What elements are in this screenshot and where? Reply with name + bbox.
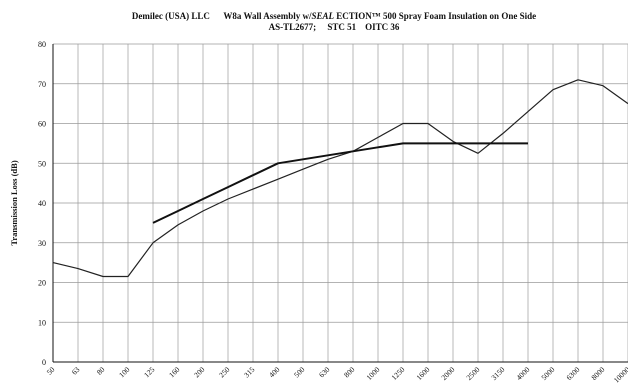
y-tick-label: 10 [38, 318, 46, 327]
x-tick-label: 10000 [612, 365, 628, 385]
x-tick-label: 200 [192, 365, 206, 379]
y-tick-label: 80 [38, 40, 46, 49]
x-tick-label: 160 [167, 365, 181, 379]
x-tick-label: 4000 [514, 365, 531, 382]
title-assembly-suffix: ECTION™ 500 Spray Foam Insulation on One… [334, 11, 537, 21]
x-tick-label: 800 [342, 365, 356, 379]
y-tick-label: 40 [38, 199, 46, 208]
x-tick-label: 6300 [564, 365, 581, 382]
y-tick-label: 20 [38, 279, 46, 288]
x-tick-label: 3150 [489, 365, 506, 382]
chart-title: Demilec (USA) LLC W8a Wall Assembly w/SE… [40, 11, 628, 21]
x-tick-label: 5000 [539, 365, 556, 382]
series-line-reference [152, 142, 528, 224]
x-tick-label: 2500 [464, 365, 481, 382]
x-tick-label: 8000 [589, 365, 606, 382]
x-tick-label: 1000 [364, 365, 381, 382]
y-tick-label: 60 [38, 120, 46, 129]
x-tick-label: 1250 [389, 365, 406, 382]
chart-subtitle: AS-TL2677; STC 51 OITC 36 [268, 22, 400, 32]
x-tick-label: 100 [117, 365, 131, 379]
x-tick-label: 500 [292, 365, 306, 379]
x-tick-label: 1600 [414, 365, 431, 382]
x-tick-label: 125 [142, 365, 156, 379]
x-tick-label: 630 [317, 365, 331, 379]
title-company: Demilec (USA) LLC [131, 11, 210, 21]
x-tick-label: 315 [242, 365, 256, 379]
x-tick-label: 63 [70, 365, 82, 377]
y-axis-label: Transmission Loss (dB) [9, 160, 19, 246]
x-tick-label: 250 [217, 365, 231, 379]
y-tick-label: 50 [38, 159, 46, 168]
x-tick-label: 80 [95, 365, 107, 377]
x-tick-label: 2000 [439, 365, 456, 382]
x-tick-label: 50 [45, 365, 57, 377]
y-tick-label: 70 [38, 80, 46, 89]
title-assembly-italic: SEAL [311, 11, 335, 21]
y-tick-label: 0 [42, 358, 46, 367]
x-tick-label: 400 [267, 365, 281, 379]
y-tick-label: 30 [38, 239, 46, 248]
series-line-measured [52, 79, 628, 278]
title-assembly-prefix: W8a Wall Assembly w/ [223, 11, 312, 21]
